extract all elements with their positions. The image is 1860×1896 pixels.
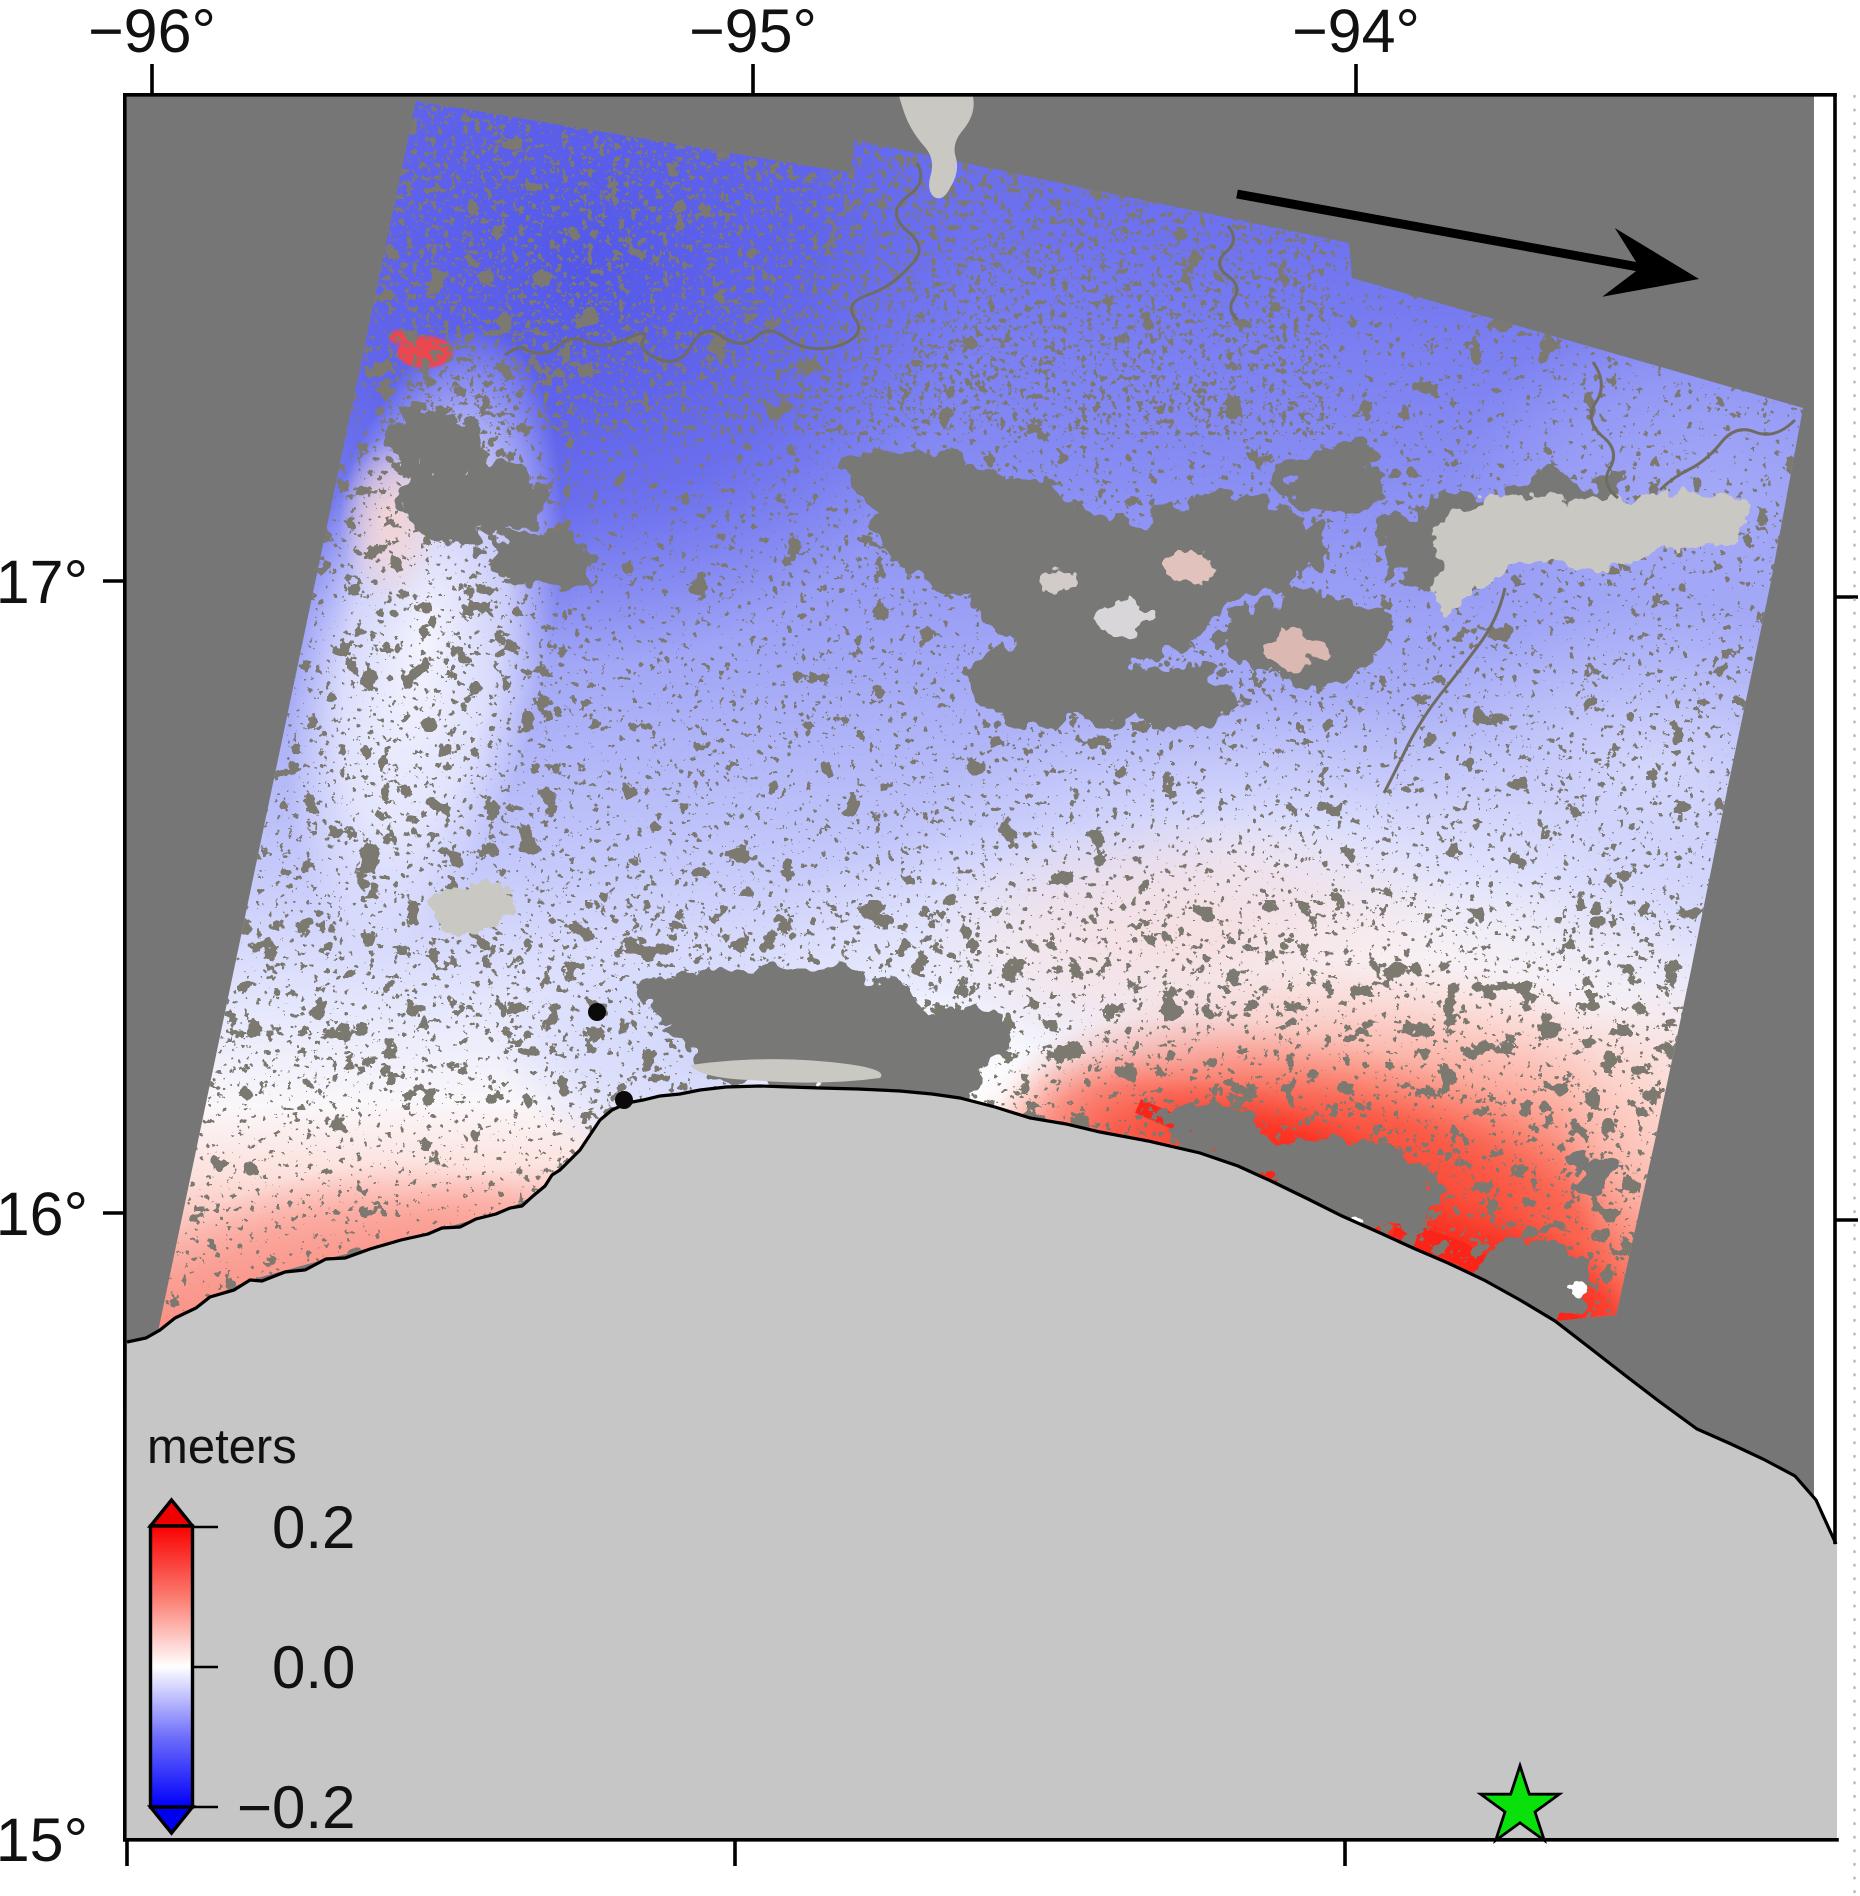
svg-text:−0.2: −0.2 (237, 1774, 355, 1841)
svg-text:−94°: −94° (1292, 0, 1420, 65)
svg-text:−96°: −96° (88, 0, 216, 65)
svg-text:−95°: −95° (689, 0, 817, 65)
svg-text:17°: 17° (0, 548, 88, 616)
svg-text:meters: meters (147, 1420, 297, 1474)
svg-text:0.0: 0.0 (272, 1634, 355, 1701)
svg-text:0.2: 0.2 (272, 1494, 355, 1561)
svg-text:15°: 15° (0, 1806, 88, 1874)
svg-text:16°: 16° (0, 1180, 88, 1248)
